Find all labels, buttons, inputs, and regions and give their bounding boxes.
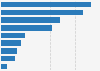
Bar <box>1 33 24 38</box>
Bar <box>1 56 15 61</box>
Bar <box>1 40 21 46</box>
Bar <box>1 17 60 23</box>
Bar <box>1 2 91 7</box>
Bar <box>1 64 7 69</box>
Bar <box>1 25 52 31</box>
Bar <box>1 10 83 15</box>
Bar <box>1 48 17 54</box>
